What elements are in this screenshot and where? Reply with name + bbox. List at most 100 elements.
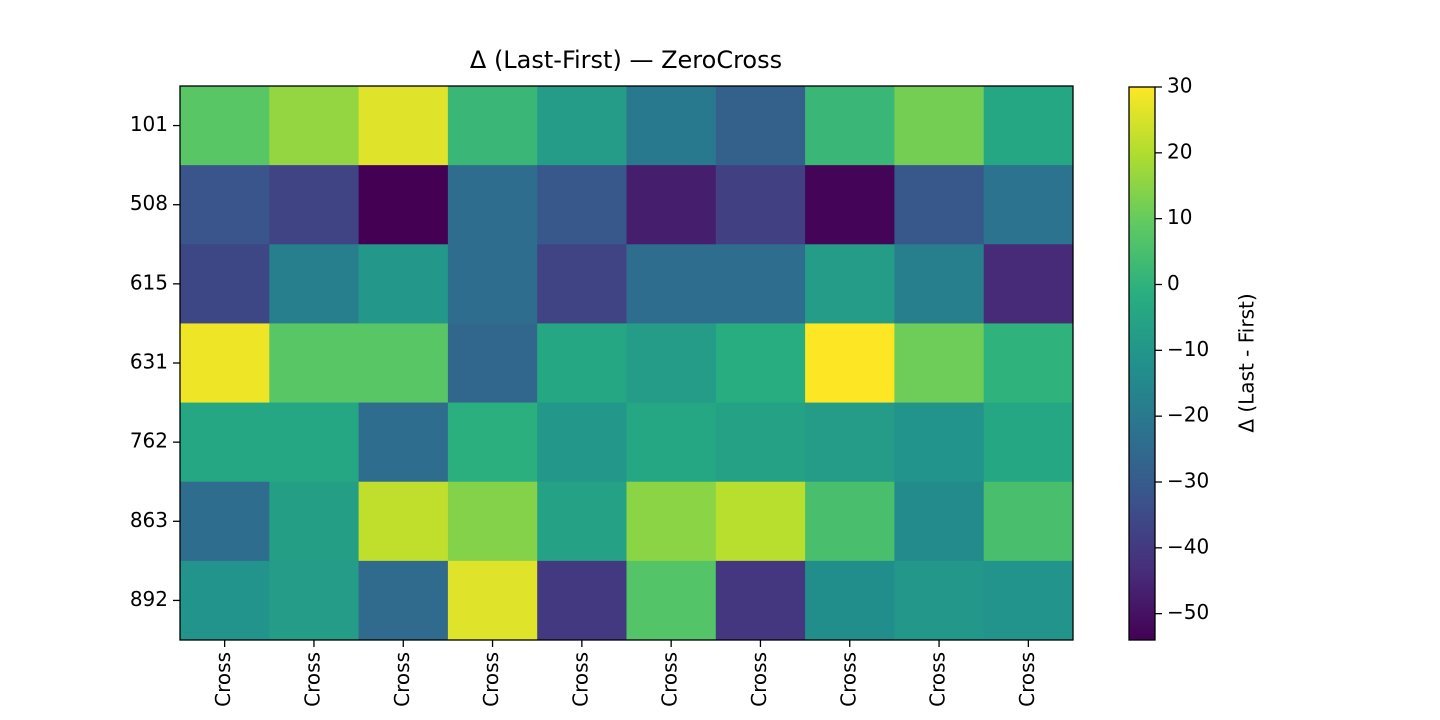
- heatmap-cell: [269, 244, 360, 324]
- heatmap-cell: [715, 402, 806, 483]
- x-tick-label: Cross: [926, 652, 950, 707]
- heatmap-cell: [805, 165, 895, 245]
- heatmap-cell: [447, 560, 538, 641]
- heatmap-cell: [180, 165, 270, 245]
- colorbar-tick-label: 30: [1167, 74, 1192, 98]
- heatmap-cell: [715, 244, 806, 324]
- colorbar-tick-label: −10: [1167, 337, 1209, 361]
- heatmap-cell: [805, 86, 895, 166]
- heatmap-cell: [983, 323, 1074, 404]
- heatmap-cell: [626, 165, 717, 245]
- heatmap-cell: [537, 86, 627, 166]
- heatmap-cell: [537, 165, 627, 245]
- heatmap-cell: [358, 481, 449, 562]
- heatmap-cell: [894, 165, 985, 245]
- heatmap-cell: [715, 481, 806, 562]
- heatmap-cell: [894, 402, 985, 483]
- heatmap-cell: [358, 402, 449, 483]
- heatmap-cell: [983, 86, 1074, 166]
- heatmap-cell: [180, 244, 270, 324]
- colorbar: [1128, 86, 1156, 641]
- heatmap-cell: [894, 323, 985, 404]
- y-tick-label: 101: [130, 112, 168, 136]
- heatmap-cell: [358, 323, 449, 404]
- y-tick-label: 892: [130, 587, 168, 611]
- heatmap-cell: [537, 560, 627, 641]
- heatmap-cell: [626, 323, 717, 404]
- heatmap-cell: [447, 323, 538, 404]
- x-tick-label: Cross: [658, 652, 682, 707]
- heatmap-cell: [269, 323, 360, 404]
- colorbar-tick-label: 20: [1167, 139, 1192, 163]
- heatmap-cell: [537, 244, 627, 324]
- heatmap-cell: [715, 86, 806, 166]
- heatmap-cell: [358, 86, 449, 166]
- heatmap-cell: [715, 165, 806, 245]
- heatmap-cell: [894, 244, 985, 324]
- heatmap-cell: [805, 244, 895, 324]
- heatmap-cell: [983, 244, 1074, 324]
- y-tick-label: 615: [130, 270, 168, 294]
- y-tick-label: 863: [130, 508, 168, 532]
- colorbar-tick-label: −50: [1167, 600, 1209, 624]
- heatmap-cell: [447, 165, 538, 245]
- colorbar-tick-label: 10: [1167, 205, 1192, 229]
- heatmap-cell: [715, 560, 806, 641]
- heatmap-cell: [269, 86, 360, 166]
- heatmap-cell: [180, 560, 270, 641]
- heatmap-cell: [805, 323, 895, 404]
- x-tick-label: Cross: [300, 652, 324, 707]
- x-tick-label: Cross: [836, 652, 860, 707]
- heatmap-cell: [805, 560, 895, 641]
- x-tick-label: Cross: [390, 652, 414, 707]
- heatmap-cell: [537, 402, 627, 483]
- heatmap-cell: [626, 402, 717, 483]
- heatmap-cell: [358, 165, 449, 245]
- heatmap-cell: [269, 560, 360, 641]
- x-tick-label: Cross: [568, 652, 592, 707]
- heatmap-cell: [626, 86, 717, 166]
- heatmap-cell: [894, 86, 985, 166]
- heatmap-cell: [805, 481, 895, 562]
- heatmap-cell: [894, 560, 985, 641]
- heatmap-cell: [894, 481, 985, 562]
- heatmap-cell: [447, 244, 538, 324]
- colorbar-tick-label: 0: [1167, 271, 1180, 295]
- heatmap-cell: [447, 402, 538, 483]
- colorbar-label: Δ (Last - First): [1235, 293, 1259, 432]
- x-tick-label: Cross: [479, 652, 503, 707]
- heatmap-cell: [983, 165, 1074, 245]
- heatmap-cell: [358, 560, 449, 641]
- heatmap-cell: [447, 86, 538, 166]
- x-tick-label: Cross: [1015, 652, 1039, 707]
- heatmap-cell: [626, 244, 717, 324]
- y-tick-label: 762: [130, 429, 168, 453]
- heatmap-cell: [983, 560, 1074, 641]
- heatmap-cell: [269, 481, 360, 562]
- heatmap-cell: [983, 481, 1074, 562]
- heatmap-cell: [180, 86, 270, 166]
- colorbar-tick-label: −30: [1167, 469, 1209, 493]
- y-tick-label: 508: [130, 191, 168, 215]
- chart-title: Δ (Last-First) — ZeroCross: [470, 46, 782, 74]
- heatmap-cell: [983, 402, 1074, 483]
- heatmap-cell: [180, 323, 270, 404]
- heatmap-cell: [447, 481, 538, 562]
- heatmap-cell: [180, 481, 270, 562]
- heatmap-cell: [180, 402, 270, 483]
- colorbar-tick-label: −40: [1167, 534, 1209, 558]
- colorbar-tick-label: −20: [1167, 403, 1209, 427]
- heatmap-cell: [269, 165, 360, 245]
- x-tick-label: Cross: [211, 652, 235, 707]
- x-tick-label: Cross: [747, 652, 771, 707]
- y-tick-label: 631: [130, 350, 168, 374]
- heatmap-cell: [805, 402, 895, 483]
- heatmap-cell: [358, 244, 449, 324]
- heatmap-cell: [269, 402, 360, 483]
- heatmap-cell: [626, 481, 717, 562]
- heatmap-cell: [537, 323, 627, 404]
- heatmap-cell: [715, 323, 806, 404]
- heatmap-cell: [626, 560, 717, 641]
